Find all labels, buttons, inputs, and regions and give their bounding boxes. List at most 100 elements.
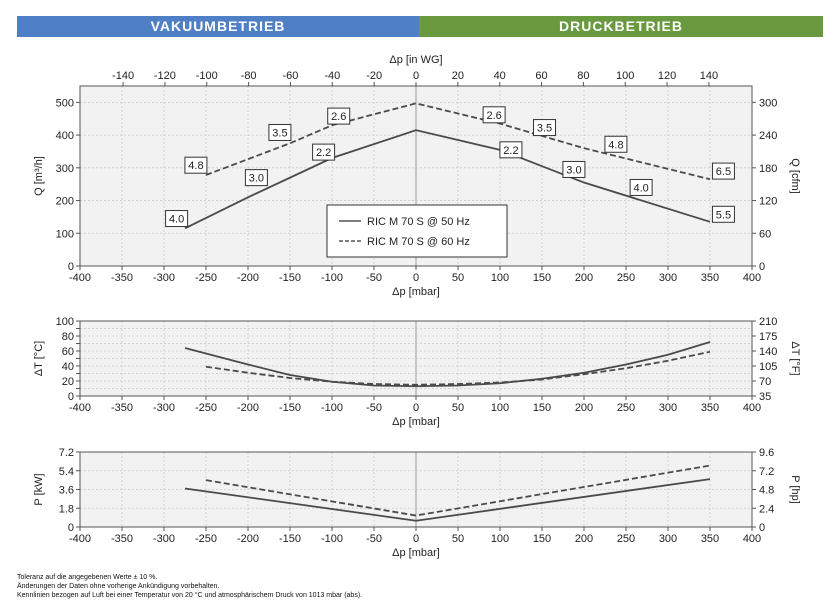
flow-right-tick-label: 120 (759, 196, 777, 208)
power-xtick-label: -200 (237, 533, 259, 545)
flow-yaxis-label: Q [m³/h] (33, 156, 45, 196)
temp-series-60hz-line (205, 350, 711, 386)
flow-xtick-label: 350 (701, 272, 719, 284)
flow-annotation-box (711, 162, 735, 180)
power-ytick-label: 7.2 (59, 447, 74, 459)
flow-right-tick-label: 240 (759, 130, 777, 142)
flow-xtick-label: 0 (413, 272, 419, 284)
flow-annotation-label: 4.8 (188, 160, 203, 172)
power-xtick-label: -150 (279, 533, 301, 545)
footnote-conditions: Kennlinien bezogen auf Luft bei einer Te… (17, 592, 363, 599)
flow-annotation-box (327, 107, 351, 125)
temp-xtick-label: 100 (491, 402, 509, 414)
temp-ytick-label: 0 (68, 391, 74, 403)
temp-right-tick-label: 105 (759, 361, 777, 373)
power-series-60hz-line (205, 464, 711, 517)
flow-annotation-box (268, 123, 292, 141)
flow-top-tick-label: 60 (535, 70, 547, 82)
flow-annotation-label: 3.5 (272, 127, 287, 139)
temp-ytick-label: 60 (62, 346, 74, 358)
flow-top-tick-label: -40 (324, 70, 340, 82)
flow-annotation-label: 2.6 (331, 111, 346, 123)
power-right-tick-label: 0 (759, 522, 765, 534)
temp-series-50hz-line (184, 341, 711, 388)
power-right-tick-label: 4.8 (759, 485, 774, 497)
power-xtick-label: 100 (491, 533, 509, 545)
flow-annotation-label: 4.0 (633, 182, 648, 194)
flow-ytick-label: 400 (56, 130, 74, 142)
power-xtick-label: 400 (743, 533, 761, 545)
temp-xtick-label: -100 (321, 402, 343, 414)
flow-xaxis-label: Δp [mbar] (392, 286, 440, 298)
power-xtick-label: 150 (533, 533, 551, 545)
power-xtick-label: 0 (413, 533, 419, 545)
flow-xtick-label: -300 (153, 272, 175, 284)
flow-annotation-label: 3.0 (566, 164, 581, 176)
temp-xtick-label: 350 (701, 402, 719, 414)
power-right-axis-label: P [hp] (789, 475, 801, 504)
flow-series-60hz-line (205, 102, 711, 181)
flow-xtick-label: 200 (575, 272, 593, 284)
temperature-chart: -400 -350 -300 -250 -200 -150 -100 -50 0 50 100 150… (33, 316, 801, 428)
flow-annotation-box (629, 178, 653, 196)
flow-annotation-box (312, 143, 336, 161)
flow-right-tick-label: 180 (759, 163, 777, 175)
power-right-tick-label: 7.2 (759, 466, 774, 478)
temp-xtick-label: 250 (617, 402, 635, 414)
power-right-tick-label: 2.4 (759, 503, 774, 515)
flow-top-tick-label: -80 (241, 70, 257, 82)
flow-xtick-label: 400 (743, 272, 761, 284)
flow-right-axis-label: Q [cfm] (789, 158, 801, 193)
vacuum-mode-header: VAKUUMBETRIEB (17, 16, 419, 37)
flow-annotation-box (165, 210, 189, 228)
flow-xtick-label: 100 (491, 272, 509, 284)
power-xtick-label: -100 (321, 533, 343, 545)
temp-ytick-label: 80 (62, 331, 74, 343)
temp-xtick-label: -150 (279, 402, 301, 414)
temp-xtick-label: -50 (366, 402, 382, 414)
flow-ytick-label: 500 (56, 97, 74, 109)
flow-ytick-label: 100 (56, 228, 74, 240)
footnote-changes: Änderungen der Daten ohne vorherige Ankü… (17, 583, 220, 590)
flow-annotation-box (184, 156, 208, 174)
temp-right-tick-label: 70 (759, 376, 771, 388)
flow-annotation-box (533, 119, 557, 137)
temp-xtick-label: 0 (413, 402, 419, 414)
flow-xtick-label: -50 (366, 272, 382, 284)
temp-yaxis-label: ΔT [°C] (33, 341, 45, 376)
power-chart: -400 -350 -300 -250 -200 -150 -100 -50 0 50 100 150… (33, 447, 801, 559)
flow-legend-box (326, 204, 508, 258)
flow-top-tick-label: -60 (283, 70, 299, 82)
flow-top-tick-label: -140 (112, 70, 134, 82)
temp-xtick-label: -350 (111, 402, 133, 414)
temp-xtick-label: -200 (237, 402, 259, 414)
power-xtick-label: -400 (69, 533, 91, 545)
temp-xtick-label: 400 (743, 402, 761, 414)
flow-right-tick-label: 0 (759, 261, 765, 273)
flow-top-tick-label: 80 (577, 70, 589, 82)
temp-xtick-label: 50 (452, 402, 464, 414)
flow-top-tick-label: 40 (494, 70, 506, 82)
power-ytick-label: 0 (68, 522, 74, 534)
flow-top-tick-label: 20 (452, 70, 464, 82)
flow-legend-label: RIC M 70 S @ 50 Hz (367, 216, 470, 228)
flow-series-50hz-line (184, 129, 711, 230)
power-ytick-label: 3.6 (59, 485, 74, 497)
flow-xtick-label: -100 (321, 272, 343, 284)
power-ytick-label: 5.4 (59, 466, 74, 478)
flow-top-tick-label: -100 (196, 70, 218, 82)
power-series-50hz-line (184, 478, 711, 522)
power-xtick-label: -300 (153, 533, 175, 545)
temp-right-tick-label: 175 (759, 331, 777, 343)
flow-annotation-box (604, 135, 628, 153)
temp-right-tick-label: 140 (759, 346, 777, 358)
power-yaxis-label: P [kW] (33, 473, 45, 505)
flow-top-tick-label: -120 (154, 70, 176, 82)
footnote-tolerance: Toleranz auf die angegebenen Werte ± 10 … (17, 574, 158, 581)
flow-top-tick-label: 100 (616, 70, 634, 82)
flow-ytick-label: 200 (56, 196, 74, 208)
flow-right-tick-label: 60 (759, 228, 771, 240)
flow-top-tick-label: 140 (700, 70, 718, 82)
temp-xtick-label: -300 (153, 402, 175, 414)
temp-xtick-label: -400 (69, 402, 91, 414)
